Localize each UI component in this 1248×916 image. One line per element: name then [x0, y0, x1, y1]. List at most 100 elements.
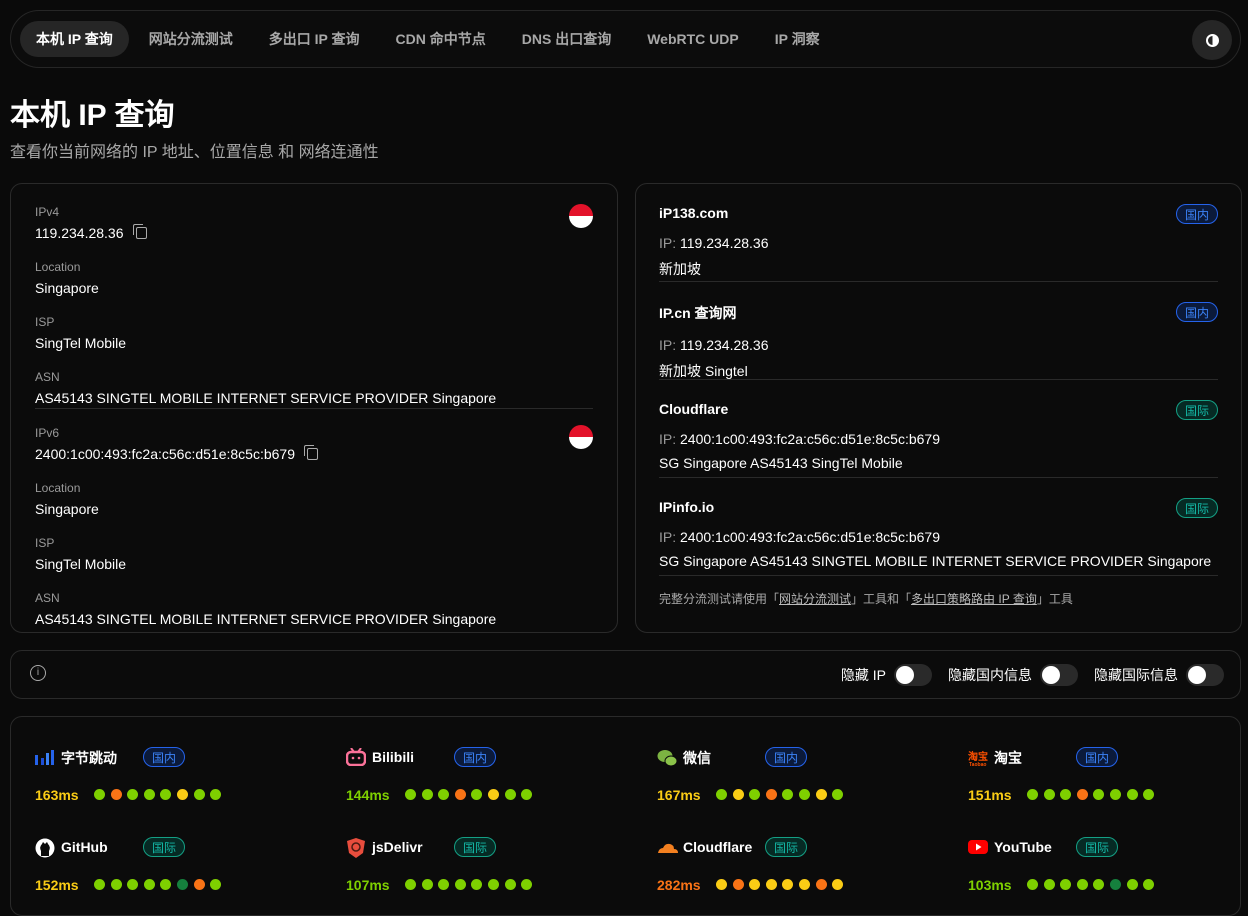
- latency-dot: [1076, 879, 1088, 890]
- service-0: 字节跳动 国内 163ms: [35, 727, 335, 803]
- latency-dot: [1093, 789, 1105, 800]
- source-location: 新加坡 Singtel: [659, 363, 748, 379]
- region-badge: 国内: [1175, 302, 1218, 322]
- service-5: jsDelivr 国际 107ms: [346, 817, 646, 893]
- latency-dot: [1027, 789, 1038, 800]
- source-name: IPinfo.io: [659, 499, 715, 515]
- bytedance-icon: [35, 749, 55, 767]
- latency-dot: [127, 879, 139, 890]
- latency-dot: [454, 789, 466, 800]
- service-1: Bilibili 国内 144ms: [345, 727, 646, 803]
- info-icon[interactable]: i: [30, 665, 46, 681]
- tab-2[interactable]: 多出口 IP 查询: [268, 31, 360, 47]
- tab-1[interactable]: 网站分流测试: [148, 31, 233, 47]
- latency-dot: [110, 789, 122, 800]
- copy-icon[interactable]: [132, 224, 147, 239]
- copy-icon[interactable]: [303, 445, 318, 460]
- source-location: SG Singapore AS45143 SingTel Mobile: [659, 455, 903, 471]
- asn-value: AS45143 SINGTEL MOBILE INTERNET SERVICE …: [35, 390, 497, 406]
- latency-dot: [1109, 789, 1121, 800]
- ip-value: 2400:1c00:493:fc2a:c56c:d51e:8c5c:b679: [680, 529, 940, 545]
- taobao-icon: 淘宝 Taobao: [968, 749, 988, 768]
- youtube-icon: [968, 838, 988, 856]
- latency-dot: [176, 789, 188, 800]
- toggle-label: 隐藏国内信息: [948, 667, 1032, 683]
- latency-dot: [193, 879, 205, 890]
- routing-note: 完整分流测试请使用「网站分流测试」工具和「多出口策略路由 IP 查询」工具: [659, 576, 1218, 607]
- ip-source-row: iP138.com 国内 IP: 119.234.28.36 新加坡: [659, 184, 1218, 282]
- latency-dot: [471, 879, 483, 890]
- tab-5[interactable]: WebRTC UDP: [647, 31, 739, 47]
- latency-value: 107ms: [346, 877, 390, 893]
- toggle-0[interactable]: 隐藏 IP: [841, 664, 932, 686]
- tab-0[interactable]: 本机 IP 查询: [20, 21, 129, 57]
- latency-history: [94, 879, 227, 890]
- service-name: Bilibili: [345, 747, 414, 767]
- ip-label: IP:: [659, 431, 677, 447]
- latency-dot: [1143, 879, 1155, 890]
- service-name: Cloudflare: [657, 838, 752, 856]
- jsdelivr-icon: [346, 838, 366, 858]
- ip-source-row: IPinfo.io 国际 IP: 2400:1c00:493:fc2a:c56c:d…: [659, 478, 1218, 576]
- location-value: Singapore: [35, 280, 99, 296]
- latency-dot: [454, 879, 466, 890]
- latency-dot: [1060, 879, 1072, 890]
- toggle-switch[interactable]: [894, 664, 932, 686]
- service-label: Bilibili: [372, 749, 414, 765]
- svg-text:淘宝: 淘宝: [968, 750, 988, 763]
- latency-dot: [438, 789, 450, 800]
- latency-dot: [832, 789, 844, 800]
- svg-text:Taobao: Taobao: [969, 762, 986, 767]
- toggle-2[interactable]: 隐藏国际信息: [1094, 664, 1224, 686]
- service-name: 微信: [657, 748, 711, 768]
- service-label: 微信: [683, 750, 711, 766]
- display-options-bar: i 隐藏 IP 隐藏国内信息 隐藏国际信息: [10, 650, 1241, 699]
- latency-value: 144ms: [346, 787, 390, 803]
- bilibili-icon: [345, 747, 367, 767]
- multi-exit-ip-link[interactable]: 多出口策略路由 IP 查询: [911, 592, 1037, 606]
- service-label: YouTube: [994, 839, 1052, 855]
- ip-source-row: Cloudflare 国际 IP: 2400:1c00:493:fc2a:c56c:…: [659, 380, 1218, 478]
- latency-dot: [1043, 789, 1055, 800]
- latency-dot: [504, 789, 516, 800]
- ip-label: IP:: [659, 337, 677, 353]
- page-subtitle: 查看你当前网络的 IP 地址、位置信息 和 网络连通性: [10, 144, 379, 161]
- note-text: 」工具和「: [851, 592, 912, 606]
- source-name: Cloudflare: [659, 401, 729, 417]
- toggle-switch[interactable]: [1186, 664, 1224, 686]
- latency-dot: [94, 789, 105, 800]
- latency-dot: [782, 789, 794, 800]
- asn-label: ASN: [35, 591, 60, 605]
- latency-dot: [1027, 879, 1038, 890]
- latency-value: 151ms: [968, 787, 1012, 803]
- top-nav: 本机 IP 查询 网站分流测试 多出口 IP 查询 CDN 命中节点 DNS 出口查询 W…: [10, 10, 1241, 68]
- region-badge: 国际: [143, 837, 186, 857]
- region-badge: 国际: [1175, 498, 1218, 518]
- latency-dot: [782, 879, 794, 890]
- latency-dot: [521, 789, 533, 800]
- toggle-knob: [896, 666, 914, 684]
- latency-dot: [110, 879, 122, 890]
- tab-6[interactable]: IP 洞察: [774, 31, 820, 47]
- site-routing-test-link[interactable]: 网站分流测试: [779, 592, 852, 606]
- region-badge: 国内: [1175, 204, 1218, 224]
- latency-value: 103ms: [968, 877, 1012, 893]
- service-4: GitHub 国际 152ms: [35, 817, 335, 893]
- theme-toggle-button[interactable]: [1192, 20, 1232, 60]
- toggle-1[interactable]: 隐藏国内信息: [948, 664, 1078, 686]
- toggle-switch[interactable]: [1040, 664, 1078, 686]
- source-name: iP138.com: [659, 205, 729, 221]
- region-badge: 国内: [765, 747, 808, 767]
- github-icon: [35, 838, 55, 858]
- latency-value: 163ms: [35, 787, 79, 803]
- latency-history: [1027, 879, 1160, 890]
- source-ip: IP: 119.234.28.36: [659, 235, 1218, 251]
- tab-3[interactable]: CDN 命中节点: [395, 31, 486, 47]
- isp-label: ISP: [35, 536, 55, 550]
- latency-dot: [1126, 879, 1138, 890]
- tab-4[interactable]: DNS 出口查询: [521, 31, 612, 47]
- location-label: Location: [35, 260, 81, 274]
- location-label: Location: [35, 481, 81, 495]
- latency-dot: [176, 879, 188, 890]
- wechat-icon: [657, 749, 678, 767]
